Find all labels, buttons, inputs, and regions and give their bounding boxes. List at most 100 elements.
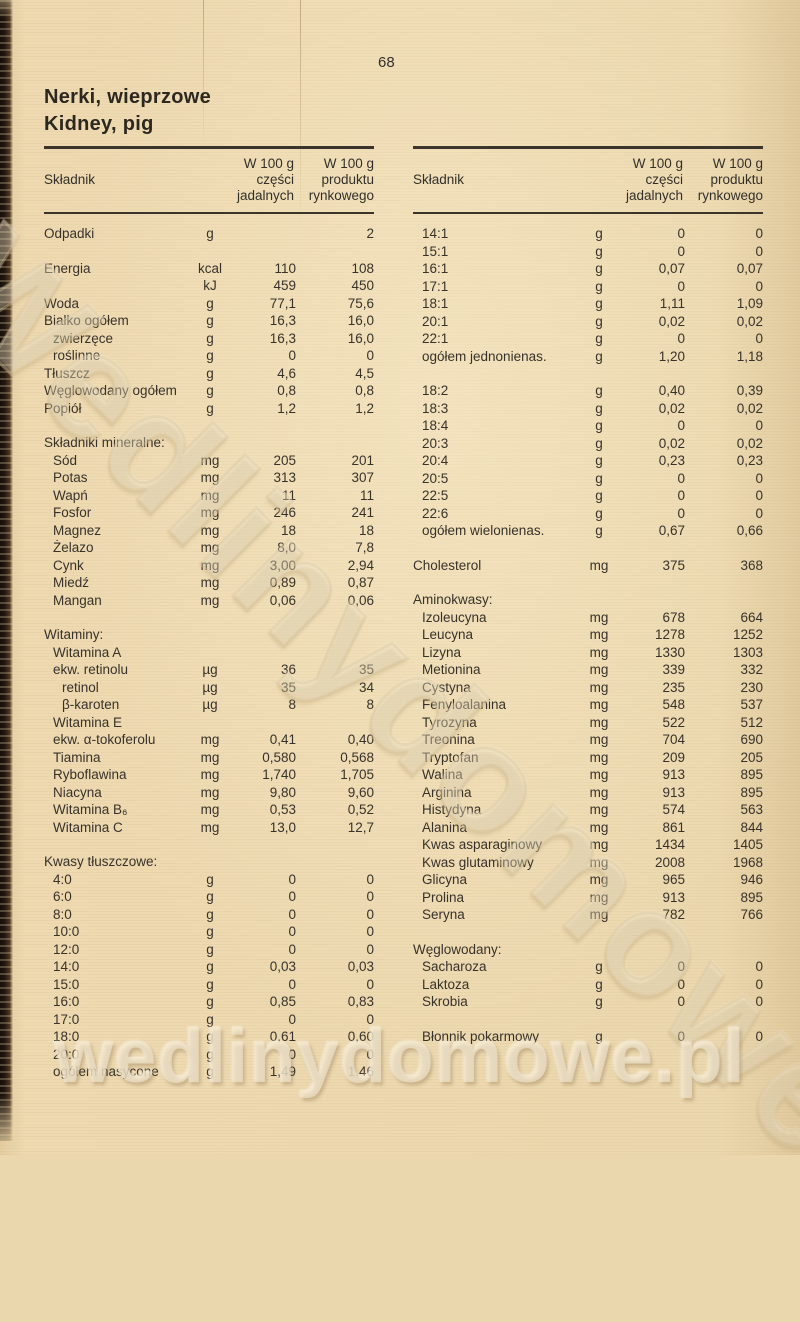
- table-row: Alanina mg 861 844: [413, 819, 763, 837]
- value-market-product: 0: [366, 1046, 374, 1062]
- page-number: 68: [378, 54, 395, 71]
- component-label: β-karoten: [62, 697, 120, 712]
- unit-label: mg: [589, 732, 609, 747]
- component-label: retinol: [62, 679, 99, 695]
- component-label: 22:6: [422, 505, 449, 521]
- value-market-product: 563: [740, 802, 763, 817]
- value-market-product: 0: [755, 243, 763, 259]
- table-row: 20:5 g 0 0: [413, 470, 763, 488]
- value-edible-part: 574: [662, 802, 685, 817]
- unit-label: mg: [589, 644, 609, 660]
- table-section-row: Witaminy:: [44, 626, 374, 644]
- unit-label: g: [595, 505, 603, 521]
- table-row: ekw. α-tokoferolu mg 0,41 0,40: [44, 731, 374, 749]
- value-market-product: 690: [740, 732, 763, 747]
- table-row: Witamina A: [44, 644, 374, 662]
- value-market-product: 946: [740, 872, 763, 887]
- component-label: Tryptofan: [422, 749, 479, 765]
- value-market-product: [296, 714, 374, 732]
- component-label: Izoleucyna: [422, 609, 487, 625]
- value-market-product: [296, 644, 374, 662]
- table-gap: [413, 1011, 763, 1028]
- value-market-product: 18: [358, 522, 374, 538]
- table-row: 20:3 g 0,02 0,02: [413, 435, 763, 453]
- value-edible-part: 8: [288, 697, 296, 712]
- component-label: Kwasy tłuszczowe:: [44, 854, 158, 869]
- value-market-product: 0: [755, 278, 763, 294]
- unit-label: g: [206, 226, 214, 241]
- table-row: 18:2 g 0,40 0,39: [413, 382, 763, 400]
- table-row: 22:5 g 0 0: [413, 487, 763, 505]
- value-edible-part: 0: [677, 959, 685, 974]
- value-market-product: 0: [366, 1011, 374, 1027]
- value-edible-part: 0: [288, 348, 296, 363]
- value-market-product: 1968: [732, 854, 763, 870]
- value-market-product: 2: [366, 226, 374, 241]
- value-market-product: 0,39: [736, 383, 763, 398]
- unit-label: g: [595, 994, 603, 1009]
- table-row: Energia kcal 110 108: [44, 260, 374, 278]
- unit-label: g: [206, 330, 214, 346]
- value-edible-part: 0,53: [269, 802, 296, 817]
- unit-label: g: [595, 523, 603, 538]
- value-market-product: 35: [358, 662, 374, 677]
- component-label: Metionina: [422, 662, 481, 677]
- value-market-product: 75,6: [347, 295, 374, 311]
- table-gap: [413, 574, 763, 591]
- value-market-product: 108: [351, 260, 374, 276]
- component-label: Sód: [53, 452, 78, 468]
- component-label: 18:2: [422, 383, 449, 398]
- value-edible-part: 1,11: [659, 296, 685, 311]
- table-row: Tryptofan mg 209 205: [413, 749, 763, 767]
- table-row: 4:0 g 0 0: [44, 871, 374, 889]
- value-market-product: 11: [359, 487, 374, 503]
- component-label: Energia: [44, 260, 91, 276]
- unit-label: g: [206, 1029, 214, 1044]
- value-edible-part: 0: [677, 488, 685, 503]
- unit-label: mg: [200, 540, 220, 555]
- unit-label: mg: [200, 592, 220, 608]
- column-header-edible-part: W 100 g części jadalnych: [236, 156, 294, 203]
- component-label: 22:5: [422, 488, 449, 503]
- value-edible-part: 4,6: [277, 365, 296, 381]
- value-edible-part: 0: [288, 906, 296, 922]
- value-edible-part: 36: [280, 662, 296, 677]
- component-label: 17:1: [422, 278, 449, 294]
- value-edible-part: 3,00: [269, 557, 296, 573]
- unit-label: g: [206, 400, 214, 416]
- value-edible-part: 913: [662, 889, 685, 905]
- value-market-product: 0: [366, 889, 374, 904]
- component-label: Węglowodany ogółem: [44, 383, 177, 398]
- table-row: 17:0 g 0 0: [44, 1011, 374, 1029]
- unit-label: mg: [589, 767, 609, 782]
- value-market-product: 0: [755, 488, 763, 503]
- table-row: Mangan mg 0,06 0,06: [44, 592, 374, 610]
- value-market-product: 0: [366, 906, 374, 922]
- value-edible-part: 0: [677, 331, 685, 346]
- value-market-product: 34: [358, 679, 374, 695]
- component-label: 15:1: [422, 243, 449, 259]
- value-edible-part: 1278: [654, 627, 685, 642]
- unit-label: µg: [202, 679, 218, 695]
- component-label: Magnez: [53, 522, 102, 538]
- table-row: retinol µg 35 34: [44, 679, 374, 697]
- value-market-product: 844: [740, 819, 763, 835]
- value-market-product: 0: [366, 976, 374, 992]
- value-edible-part: 0: [677, 976, 685, 992]
- value-edible-part: 913: [662, 784, 685, 800]
- table-row: roślinne g 0 0: [44, 347, 374, 365]
- unit-label: g: [206, 924, 214, 939]
- value-edible-part: 2008: [654, 854, 685, 870]
- table-row: Fenyloalanina mg 548 537: [413, 696, 763, 714]
- value-market-product: 205: [740, 749, 763, 765]
- value-edible-part: 11: [281, 487, 296, 503]
- component-label: Histydyna: [422, 802, 482, 817]
- value-market-product: 0,40: [347, 732, 374, 747]
- value-market-product: 0: [755, 1028, 763, 1044]
- value-edible-part: 9,80: [269, 784, 296, 800]
- table-row: ogółem nasycone g 1,49 1,46: [44, 1063, 374, 1081]
- value-edible-part: 1,49: [269, 1064, 296, 1079]
- table-row: 20:1 g 0,02 0,02: [413, 313, 763, 331]
- value-market-product: 368: [740, 557, 763, 573]
- value-edible-part: 0: [288, 924, 296, 939]
